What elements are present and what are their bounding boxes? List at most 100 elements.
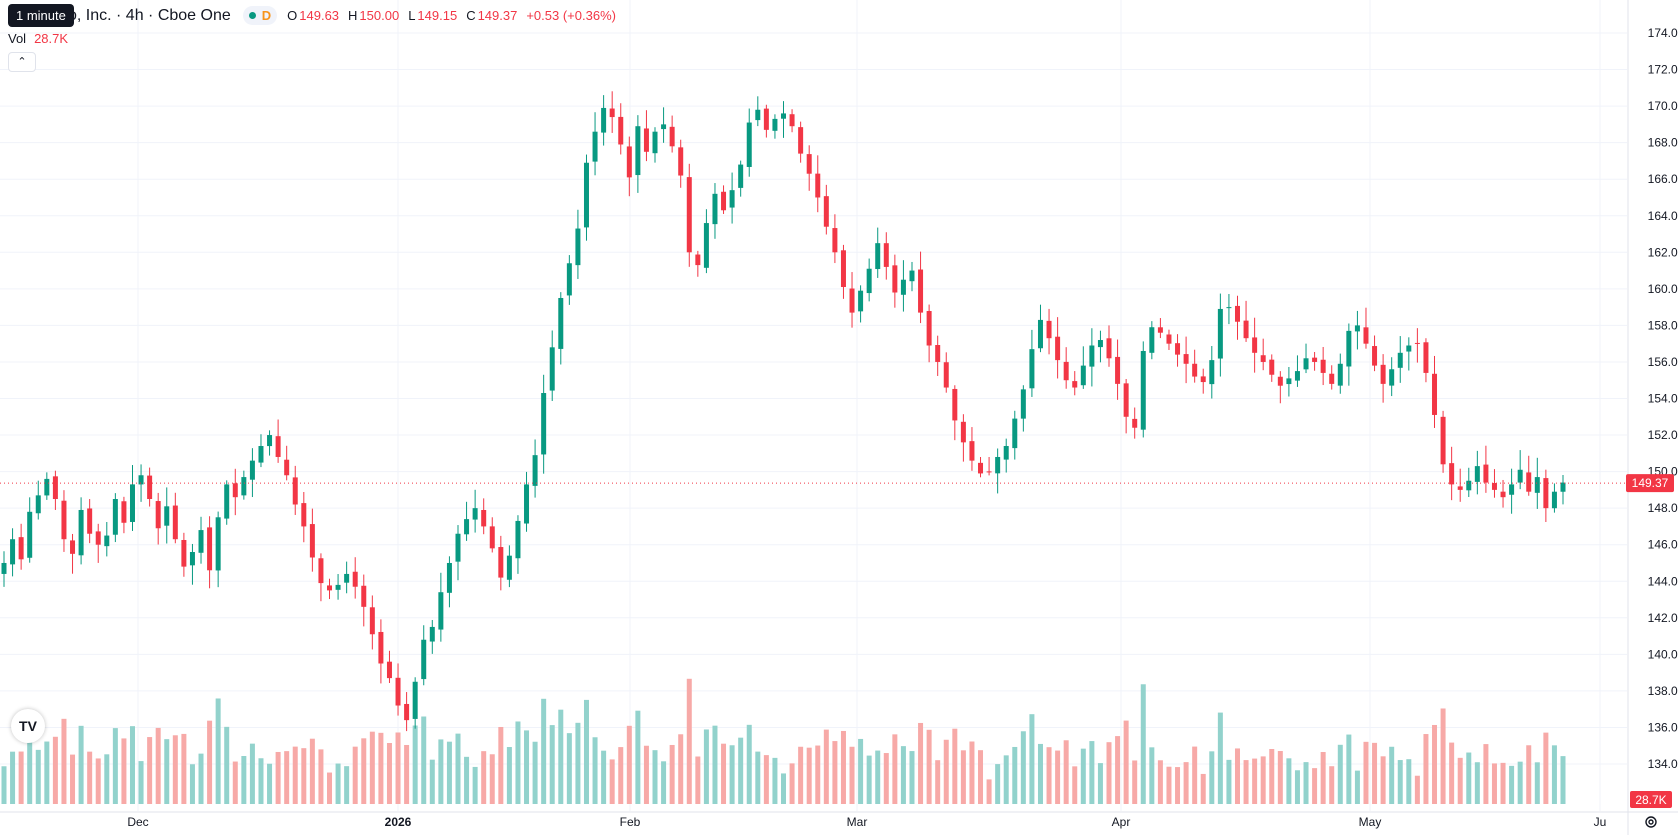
market-status-badge[interactable]: D	[242, 6, 278, 25]
candle-body	[1123, 383, 1129, 417]
volume-bar	[52, 736, 58, 804]
candle-body	[52, 476, 58, 500]
volume-bar	[1543, 732, 1549, 804]
volume-bar	[506, 747, 512, 804]
candle-body	[1260, 355, 1266, 362]
y-tick-label: 156.00	[1648, 355, 1678, 369]
candle-body	[1226, 307, 1232, 309]
high-readout: H 150.00	[348, 8, 400, 23]
x-tick-label: Apr	[1112, 815, 1131, 829]
y-tick-label: 154.00	[1648, 392, 1678, 406]
volume-bar	[241, 756, 247, 804]
volume-bar	[1200, 773, 1206, 804]
candle-body	[815, 173, 821, 198]
volume-bar	[18, 751, 24, 804]
volume-bar	[1363, 741, 1369, 804]
y-tick-label: 164.00	[1648, 209, 1678, 223]
candle-body	[1132, 418, 1138, 428]
y-tick-label: 144.00	[1648, 574, 1678, 588]
candle-body	[1543, 478, 1549, 509]
grid-lines	[0, 0, 1627, 811]
volume-bar	[412, 725, 418, 804]
collapse-legend-button[interactable]: ⌃	[8, 52, 36, 72]
candle-body	[960, 421, 966, 443]
candle-body	[1457, 486, 1463, 490]
candle-body	[1397, 352, 1403, 368]
volume-bar	[883, 753, 889, 804]
volume-bar	[1269, 749, 1275, 804]
candle-body	[318, 558, 324, 584]
volume-bar	[378, 732, 384, 804]
candle-body	[309, 524, 315, 558]
time-axis[interactable]: Dec 2026 Feb Mar Apr May Ju	[127, 815, 1606, 829]
candle-body	[1140, 350, 1146, 430]
volume-bar	[1526, 745, 1532, 804]
volume-bar	[438, 739, 444, 804]
volume-bar	[352, 746, 358, 804]
candle-body	[1106, 338, 1112, 359]
y-tick-label: 148.00	[1648, 501, 1678, 515]
tradingview-logo-icon[interactable]: TV	[11, 709, 45, 743]
volume-bar	[301, 748, 307, 804]
volume-bar	[207, 720, 213, 804]
volume-tag-label: 28.7K	[1635, 793, 1666, 807]
candle-body	[1466, 480, 1472, 491]
y-tick-label: 172.00	[1648, 63, 1678, 77]
candle-body	[1294, 371, 1300, 381]
volume-bar	[1140, 684, 1146, 804]
candle-body	[1509, 484, 1515, 495]
volume-bar	[421, 716, 427, 804]
candle-body	[686, 177, 692, 253]
candle-body	[27, 511, 33, 558]
candle-body	[344, 573, 350, 583]
volume-bar	[181, 733, 187, 804]
candle-body	[1080, 365, 1086, 386]
volume-bar	[44, 741, 50, 804]
y-tick-label: 138.00	[1648, 684, 1678, 698]
candle-body	[781, 113, 786, 119]
candle-body	[275, 436, 281, 457]
volume-bar	[155, 727, 161, 804]
symbol-title[interactable]: o, Inc. · 4h · Cboe One	[68, 6, 231, 24]
candle-body	[1363, 327, 1369, 344]
volume-bar	[1423, 734, 1429, 804]
candle-body	[678, 147, 684, 176]
x-tick-label: May	[1359, 815, 1382, 829]
candle-body	[155, 501, 161, 529]
volume-bar	[1474, 762, 1480, 804]
candle-body	[1432, 373, 1438, 415]
volume-bar	[249, 743, 255, 804]
candle-body	[1072, 381, 1078, 388]
gear-icon[interactable]	[1644, 815, 1658, 829]
candle-body	[789, 114, 795, 127]
candle-body	[729, 190, 735, 208]
volume-bar	[1312, 768, 1318, 804]
volume-bar	[858, 738, 864, 804]
volume-bar	[1294, 770, 1300, 804]
volume-bar	[686, 678, 692, 804]
volume-bar	[1252, 758, 1258, 804]
volume-bar	[806, 747, 812, 804]
candle-body	[1500, 491, 1506, 498]
volume-bar	[344, 766, 350, 804]
candle-body	[386, 661, 392, 679]
y-tick-label: 134.00	[1648, 757, 1678, 771]
candle-body	[249, 460, 255, 480]
candle-body	[1551, 491, 1557, 509]
volume-bar	[1055, 750, 1061, 804]
candle-body	[327, 585, 333, 591]
candle-body	[652, 131, 658, 154]
candle-body	[978, 462, 984, 474]
volume-bar	[969, 741, 975, 804]
candle-body	[832, 228, 838, 253]
volume-bar	[678, 734, 684, 804]
candle-body	[635, 126, 641, 176]
volume-bar	[129, 726, 135, 804]
candle-body	[909, 270, 915, 282]
volume-bar	[1560, 756, 1566, 804]
candle-body	[849, 288, 855, 313]
candle-body	[1175, 343, 1181, 355]
